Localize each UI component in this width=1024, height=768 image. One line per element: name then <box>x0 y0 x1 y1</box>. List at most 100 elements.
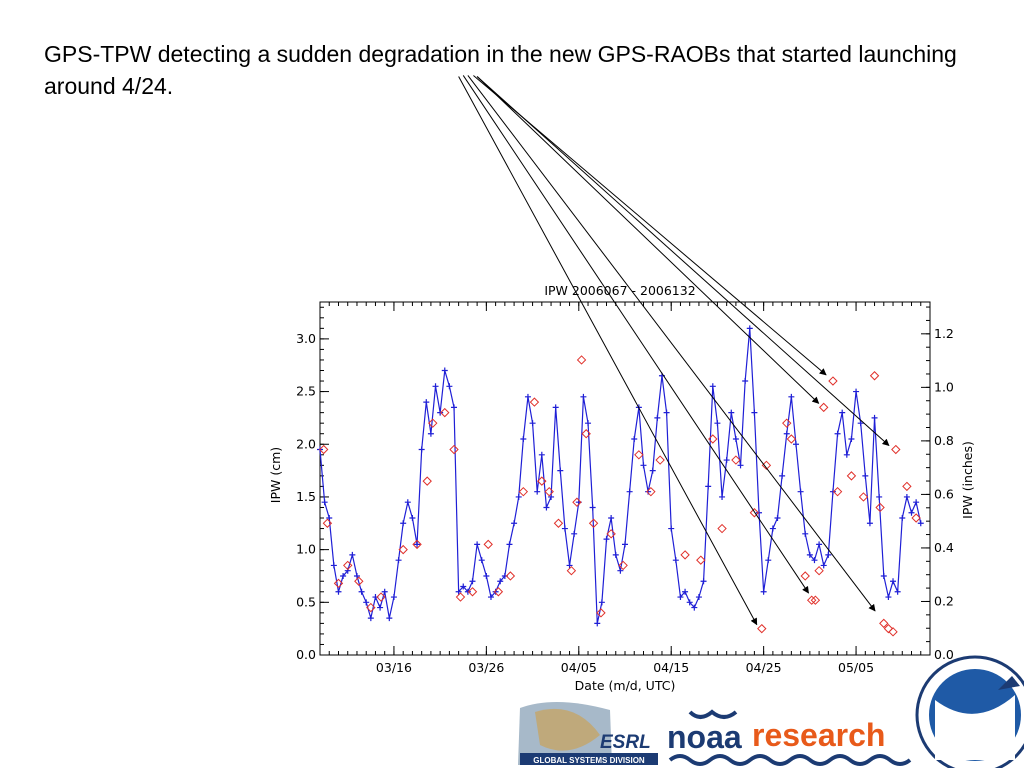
data-point-plus <box>330 562 337 569</box>
data-point-plus <box>400 520 407 527</box>
data-point-plus <box>432 383 439 390</box>
data-point-plus <box>326 515 333 522</box>
data-point-diamond <box>782 418 792 428</box>
y2-tick-label: 0.0 <box>934 647 954 662</box>
data-point-plus <box>880 572 887 579</box>
data-point-plus <box>571 530 578 537</box>
data-point-plus <box>899 515 906 522</box>
data-point-plus <box>524 393 531 400</box>
data-point-plus <box>589 504 596 511</box>
data-point-diamond <box>596 608 606 618</box>
data-point-plus <box>645 488 652 495</box>
data-point-diamond <box>354 576 364 586</box>
data-point-plus <box>672 557 679 564</box>
data-point-diamond <box>757 623 767 634</box>
x-tick-label: 03/26 <box>468 660 504 675</box>
data-point-plus <box>903 493 910 500</box>
data-point-plus <box>335 588 342 595</box>
data-point-plus <box>765 557 772 564</box>
data-point-plus <box>792 441 799 448</box>
data-point-plus <box>719 493 726 500</box>
data-point-plus <box>811 557 818 564</box>
annotation-arrow <box>458 76 758 626</box>
data-point-plus <box>894 588 901 595</box>
y-tick-label: 0.0 <box>296 647 316 662</box>
y2-tick-label: 1.2 <box>934 326 954 341</box>
data-point-diamond <box>493 587 504 597</box>
data-point-diamond <box>566 565 577 576</box>
data-point-plus <box>890 578 897 585</box>
data-point-diamond <box>467 587 478 597</box>
data-point-diamond <box>749 508 760 518</box>
noaa-research-logo: noaa research <box>667 709 912 766</box>
noaa-wave-bottom-icon <box>668 754 912 766</box>
data-point-plus <box>871 414 878 421</box>
data-point-diamond <box>606 529 616 539</box>
annotation-arrow <box>462 75 809 594</box>
data-point-diamond <box>588 518 599 528</box>
data-point-plus <box>917 520 924 527</box>
data-point-plus <box>395 557 402 564</box>
noaa-wordmark: noaa <box>667 719 742 755</box>
chart-title: IPW 2006067 - 2006132 <box>544 283 695 298</box>
data-point-plus <box>686 599 693 606</box>
data-point-diamond <box>412 539 422 550</box>
data-point-diamond <box>655 455 665 465</box>
data-point-diamond <box>529 397 540 407</box>
data-point-diamond <box>891 444 901 455</box>
data-point-plus <box>622 541 628 548</box>
data-point-diamond <box>879 618 889 629</box>
data-point-diamond <box>505 571 516 581</box>
data-point-plus <box>561 525 568 532</box>
data-point-plus <box>746 325 753 332</box>
data-point-plus <box>857 420 864 427</box>
data-point-plus <box>580 393 587 400</box>
data-point-diamond <box>731 455 741 465</box>
data-point-plus <box>682 588 689 595</box>
data-point-plus <box>709 383 716 390</box>
data-point-diamond <box>634 450 644 460</box>
data-point-plus <box>649 467 656 474</box>
data-point-plus <box>427 430 434 437</box>
data-point-diamond <box>717 523 727 534</box>
data-point-plus <box>732 435 739 442</box>
data-point-plus <box>723 457 730 464</box>
data-point-diamond <box>455 592 466 602</box>
data-point-diamond <box>875 502 885 513</box>
data-point-plus <box>543 504 550 511</box>
data-point-plus <box>626 488 633 495</box>
data-point-plus <box>913 499 920 506</box>
data-point-plus <box>492 588 499 595</box>
data-point-plus <box>783 430 790 437</box>
esrl-logo: ESRL GLOBAL SYSTEMS DIVISION <box>518 701 658 765</box>
data-point-plus <box>843 451 850 458</box>
data-point-plus <box>594 620 601 627</box>
data-point-plus <box>390 594 397 601</box>
data-point-diamond <box>322 518 333 528</box>
data-point-plus <box>455 588 462 595</box>
data-point-diamond <box>422 476 432 486</box>
data-point-diamond <box>696 555 706 565</box>
data-point-plus <box>640 462 647 469</box>
data-point-plus <box>534 488 541 495</box>
data-point-plus <box>691 604 698 611</box>
data-point-plus <box>460 583 467 590</box>
data-point-plus <box>557 467 564 474</box>
data-point-plus <box>714 420 721 427</box>
data-point-diamond <box>518 486 529 497</box>
data-point-diamond <box>343 560 353 571</box>
x-axis-title: Date (m/d, UTC) <box>575 678 676 693</box>
data-point-plus <box>866 520 873 527</box>
y-tick-label: 1.0 <box>296 542 316 557</box>
data-point-diamond <box>680 550 690 560</box>
data-point-plus <box>603 536 610 543</box>
data-point-plus <box>834 430 841 437</box>
data-point-plus <box>340 572 347 579</box>
data-point-plus <box>566 562 573 569</box>
data-point-plus <box>441 367 448 374</box>
data-point-plus <box>700 578 707 585</box>
data-point-plus <box>367 615 374 622</box>
data-point-diamond <box>553 518 564 528</box>
data-point-diamond <box>318 444 329 455</box>
